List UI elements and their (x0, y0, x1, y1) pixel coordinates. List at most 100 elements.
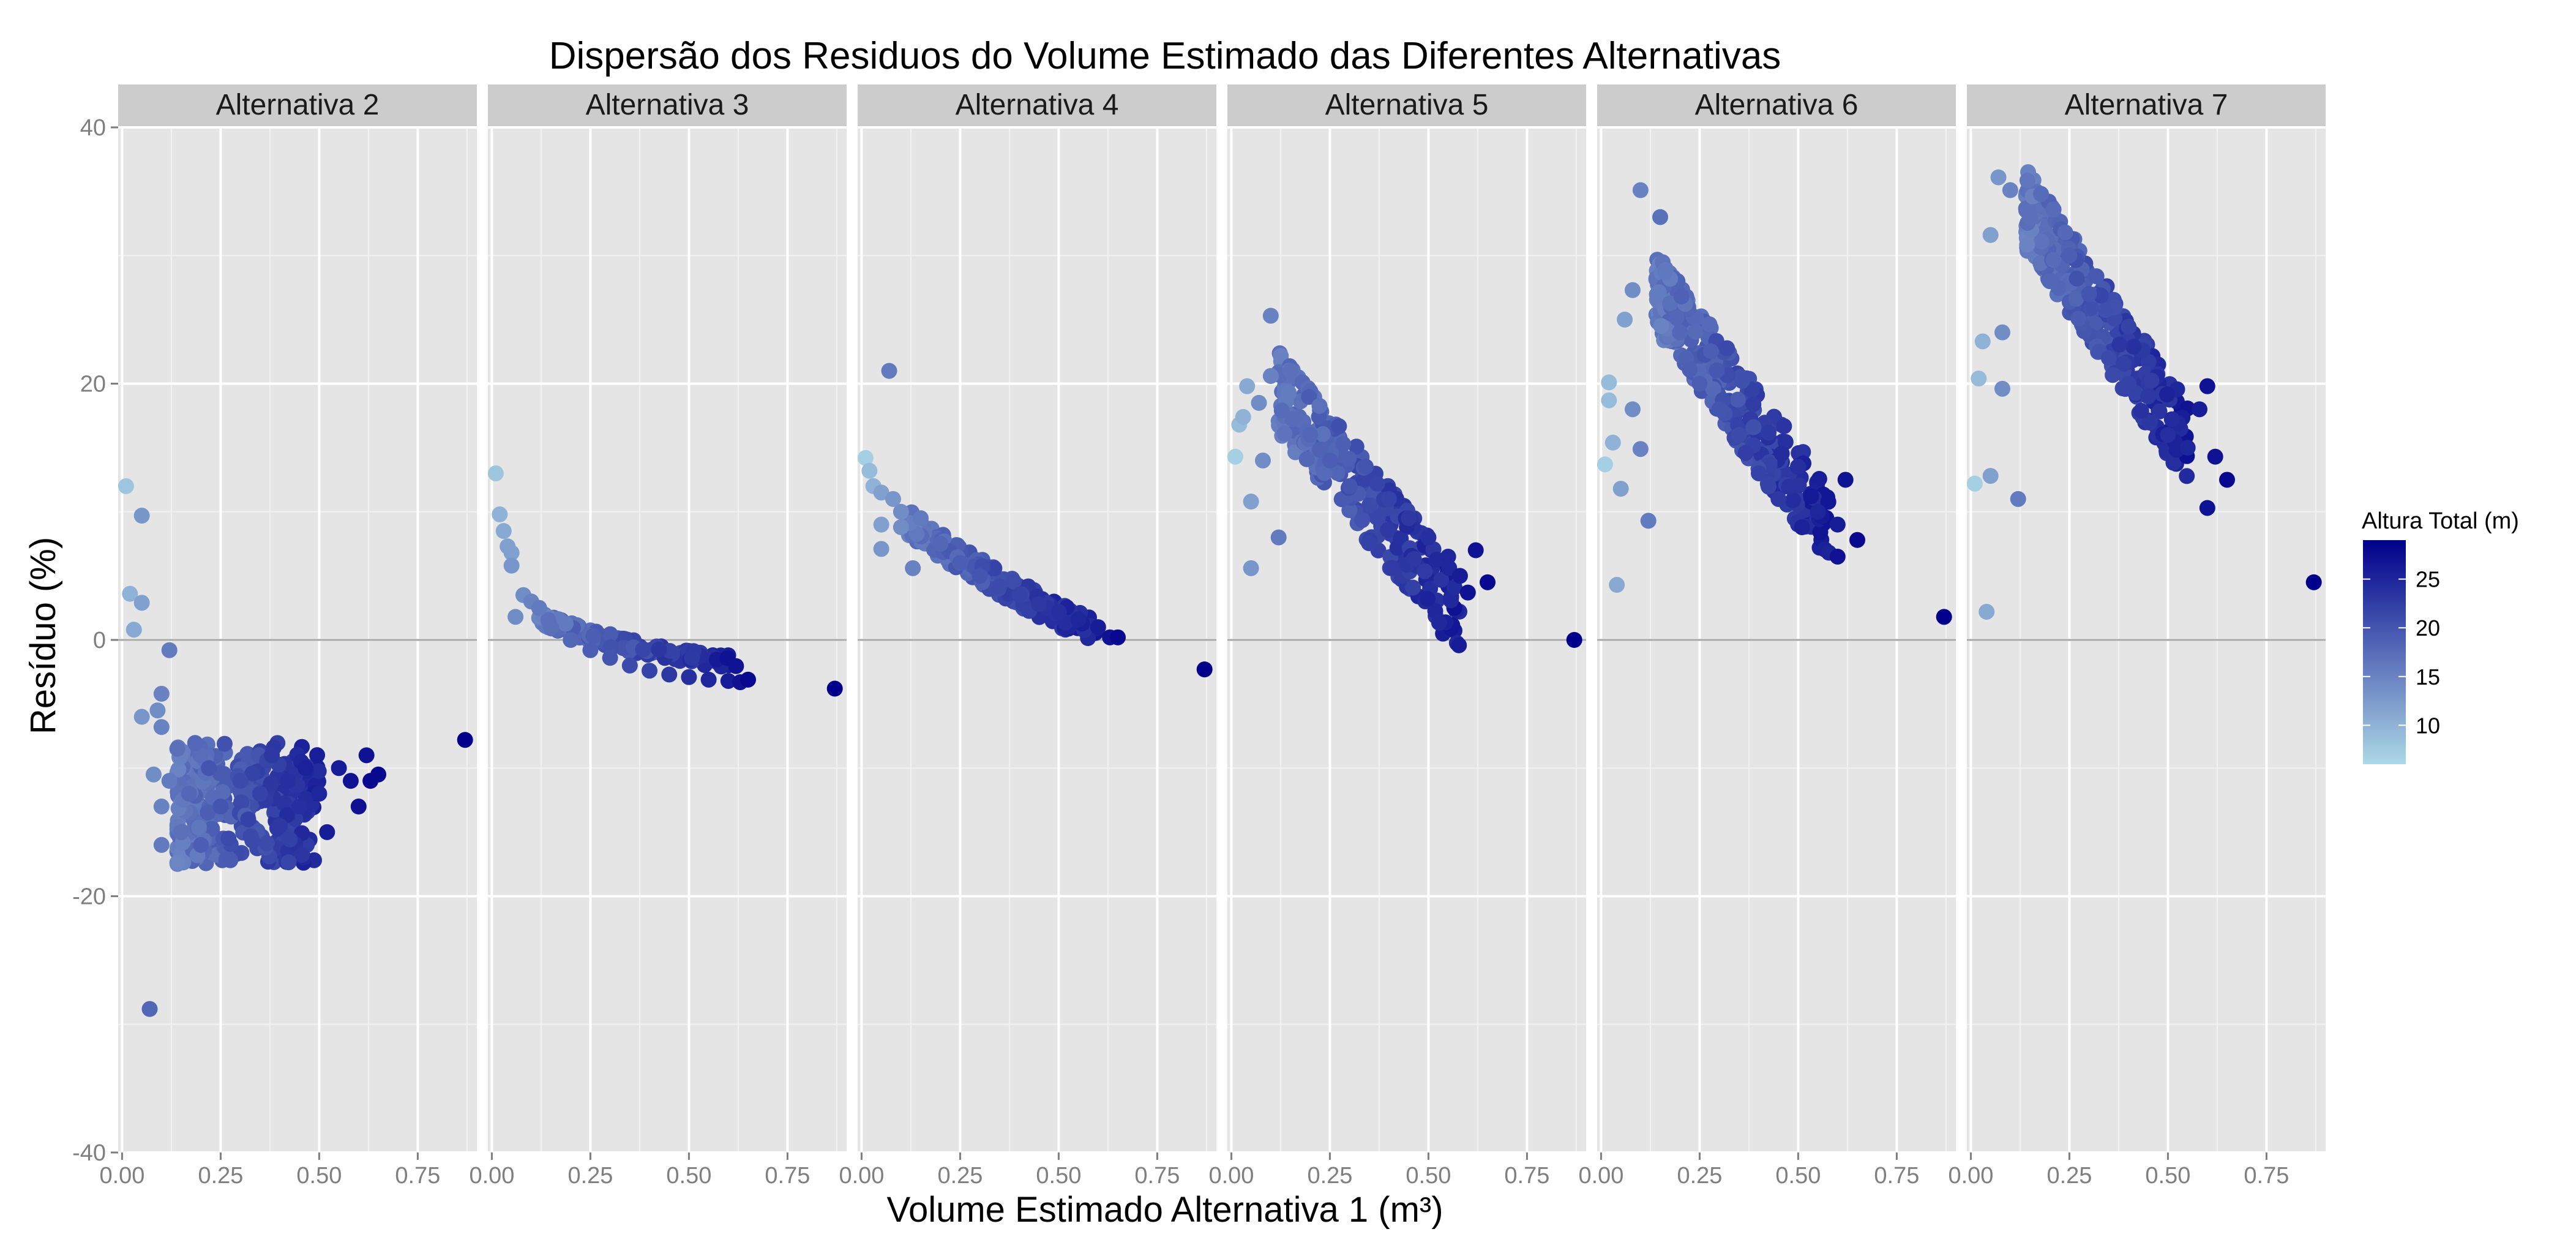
data-point (1406, 551, 1422, 567)
data-point (1302, 427, 1319, 443)
facet-strip (858, 85, 1216, 126)
data-point (1849, 532, 1866, 548)
data-point (1837, 472, 1854, 488)
data-point (2033, 233, 2050, 250)
data-point (2219, 472, 2236, 488)
data-point (201, 760, 217, 776)
data-points (1597, 182, 1952, 625)
x-axis-title: Volume Estimado Alternativa 1 (m³) (886, 1190, 1443, 1230)
data-point (1687, 323, 1704, 340)
data-point (2010, 491, 2026, 507)
data-point (893, 503, 909, 520)
data-point (893, 519, 909, 535)
data-point (1982, 227, 1999, 243)
data-point (133, 595, 150, 611)
x-tick-label: 0.75 (2244, 1163, 2289, 1189)
x-tick-label: 0.25 (937, 1163, 983, 1189)
data-point (153, 837, 170, 853)
data-point (242, 828, 259, 844)
data-point (1624, 282, 1641, 298)
data-point (1701, 316, 1718, 333)
data-point (264, 747, 280, 764)
x-tick-label: 0.00 (1578, 1163, 1623, 1189)
data-point (558, 615, 574, 632)
data-point (1745, 396, 1762, 413)
x-tick-label: 0.75 (1134, 1163, 1180, 1189)
data-point (1672, 324, 1688, 340)
x-tick-label: 0.50 (1775, 1163, 1821, 1189)
data-point (204, 821, 220, 837)
data-point (161, 642, 178, 658)
data-point (1070, 611, 1087, 628)
data-point (1405, 579, 1421, 596)
data-point (244, 765, 261, 782)
data-point (2121, 318, 2137, 335)
data-point (873, 484, 889, 501)
data-point (212, 799, 229, 815)
data-point (1314, 426, 1331, 442)
data-point (263, 775, 279, 792)
data-point (621, 657, 638, 674)
facet-strip-label: Alternativa 4 (956, 89, 1119, 121)
data-point (1281, 385, 1297, 401)
data-point (1335, 436, 1352, 453)
x-tick-label: 0.00 (1948, 1163, 1993, 1189)
data-point (495, 523, 512, 540)
data-point (1420, 529, 1437, 546)
data-point (1239, 378, 1256, 394)
facet-strip-label: Alternativa 5 (1325, 89, 1489, 121)
facet-strip-label: Alternativa 3 (586, 89, 749, 121)
data-point (1110, 629, 1126, 645)
data-point (125, 622, 142, 638)
data-point (1480, 574, 1496, 590)
data-point (700, 671, 717, 688)
facet-panel: Alternativa 4 0.00 0.25 0.50 0.75 (839, 85, 1216, 1189)
data-point (1417, 563, 1433, 579)
data-point (1745, 419, 1762, 435)
legend-label: 10 (2416, 713, 2440, 738)
data-point (684, 650, 700, 666)
data-point (2061, 247, 2078, 264)
x-tick-label: 0.00 (469, 1163, 514, 1189)
data-point (192, 747, 209, 764)
data-point (1990, 169, 2007, 186)
facet-strip (118, 85, 477, 126)
data-point (932, 536, 949, 552)
data-point (1784, 492, 1801, 508)
data-point (153, 685, 170, 702)
data-point (1276, 425, 1293, 442)
data-point (1668, 309, 1685, 326)
data-point (1609, 577, 1625, 593)
data-point (1967, 475, 1983, 492)
x-tick-label: 0.50 (1406, 1163, 1451, 1189)
data-point (153, 719, 170, 735)
data-point (1794, 519, 1810, 535)
data-point (881, 363, 897, 379)
data-point (279, 773, 296, 789)
data-point (1273, 402, 1290, 419)
legend-title: Altura Total (m) (2362, 508, 2519, 534)
data-point (291, 799, 308, 815)
data-point (1731, 427, 1747, 443)
data-point (280, 854, 297, 871)
data-point (1803, 488, 1819, 505)
data-point (342, 773, 359, 789)
data-point (272, 818, 288, 834)
data-point (2160, 427, 2176, 443)
data-point (1451, 568, 1468, 584)
data-point (563, 632, 579, 648)
data-point (1354, 512, 1371, 528)
facet-panel: Alternativa 6 0.00 0.25 0.50 0.75 (1578, 85, 1956, 1189)
data-point (2100, 350, 2117, 366)
data-point (1691, 375, 1708, 392)
data-point (2125, 339, 2142, 355)
data-point (1384, 560, 1401, 576)
data-point (200, 804, 216, 821)
data-point (1341, 478, 1358, 494)
data-point (1673, 288, 1690, 305)
data-point (2068, 290, 2084, 307)
data-point (258, 835, 275, 851)
x-tick-label: 0.50 (666, 1163, 711, 1189)
data-point (2105, 367, 2121, 383)
